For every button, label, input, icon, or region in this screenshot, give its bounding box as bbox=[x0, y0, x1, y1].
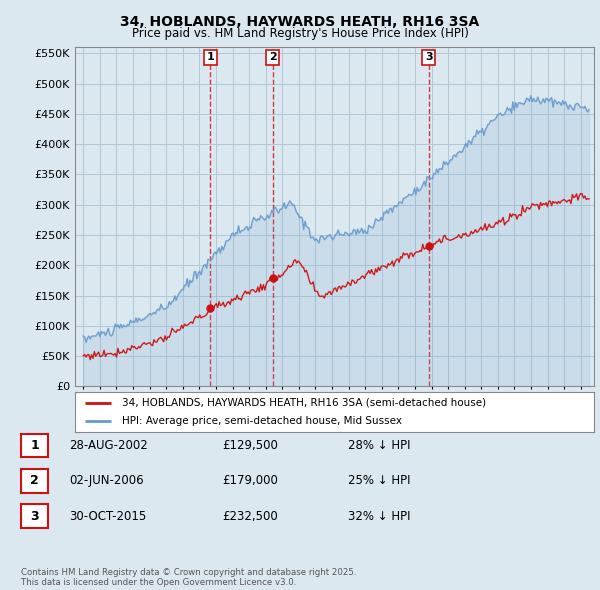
Text: Price paid vs. HM Land Registry's House Price Index (HPI): Price paid vs. HM Land Registry's House … bbox=[131, 27, 469, 40]
Text: 34, HOBLANDS, HAYWARDS HEATH, RH16 3SA (semi-detached house): 34, HOBLANDS, HAYWARDS HEATH, RH16 3SA (… bbox=[122, 398, 486, 408]
Text: 3: 3 bbox=[425, 53, 433, 63]
Text: 30-OCT-2015: 30-OCT-2015 bbox=[69, 510, 146, 523]
Text: £179,000: £179,000 bbox=[222, 474, 278, 487]
Text: Contains HM Land Registry data © Crown copyright and database right 2025.
This d: Contains HM Land Registry data © Crown c… bbox=[21, 568, 356, 587]
Text: 32% ↓ HPI: 32% ↓ HPI bbox=[348, 510, 410, 523]
Text: 1: 1 bbox=[30, 439, 39, 452]
Text: £129,500: £129,500 bbox=[222, 439, 278, 452]
Text: 2: 2 bbox=[30, 474, 39, 487]
Text: HPI: Average price, semi-detached house, Mid Sussex: HPI: Average price, semi-detached house,… bbox=[122, 416, 402, 426]
Text: 3: 3 bbox=[30, 510, 39, 523]
Text: £232,500: £232,500 bbox=[222, 510, 278, 523]
Text: 1: 1 bbox=[206, 53, 214, 63]
Text: 28% ↓ HPI: 28% ↓ HPI bbox=[348, 439, 410, 452]
Text: 34, HOBLANDS, HAYWARDS HEATH, RH16 3SA: 34, HOBLANDS, HAYWARDS HEATH, RH16 3SA bbox=[121, 15, 479, 29]
Text: 25% ↓ HPI: 25% ↓ HPI bbox=[348, 474, 410, 487]
Text: 02-JUN-2006: 02-JUN-2006 bbox=[69, 474, 143, 487]
Text: 28-AUG-2002: 28-AUG-2002 bbox=[69, 439, 148, 452]
Text: 2: 2 bbox=[269, 53, 277, 63]
